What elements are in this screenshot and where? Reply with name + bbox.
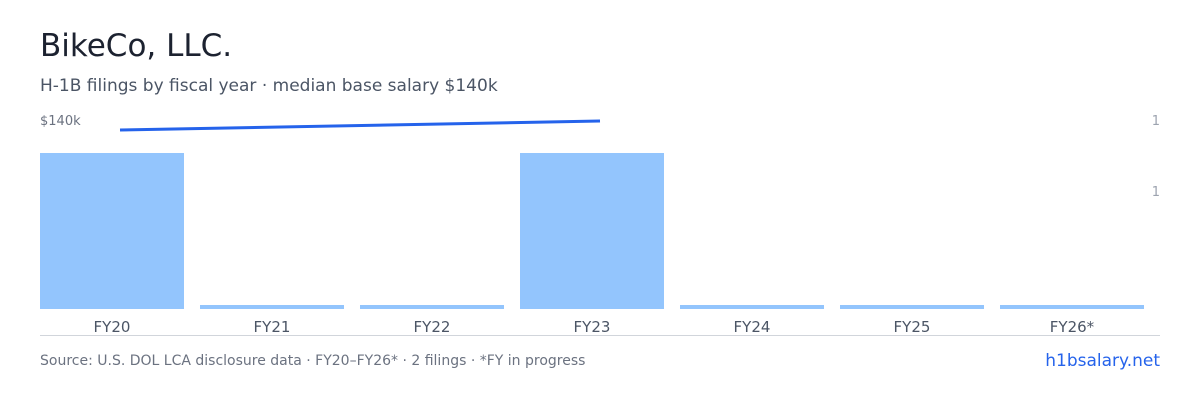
x-tick-label: FY24 (734, 318, 771, 336)
bar-fy22 (360, 305, 504, 309)
right-axis-tick: 1 (1152, 185, 1160, 200)
bar-fy23 (520, 153, 664, 309)
bar-fy21 (200, 305, 344, 309)
salary-line (119, 119, 601, 132)
site-link[interactable]: h1bsalary.net (1045, 351, 1160, 371)
bar-fy26 (1000, 305, 1144, 309)
x-tick-label: FY26* (1050, 318, 1095, 336)
bar-fy25 (840, 305, 984, 309)
x-tick-label: FY22 (414, 318, 451, 336)
x-tick-label: FY21 (254, 318, 291, 336)
chart-title: BikeCo, LLC. (40, 28, 233, 64)
salary-axis-label: $140k (40, 114, 81, 129)
chart-subtitle: H-1B filings by fiscal year · median bas… (40, 76, 498, 96)
x-tick-label: FY23 (574, 318, 611, 336)
right-axis-tick: 1 (1152, 114, 1160, 129)
bar-fy20 (40, 153, 184, 309)
x-tick-label: FY25 (894, 318, 931, 336)
x-tick-label: FY20 (94, 318, 131, 336)
bar-fy24 (680, 305, 824, 309)
source-note: Source: U.S. DOL LCA disclosure data · F… (40, 353, 586, 369)
